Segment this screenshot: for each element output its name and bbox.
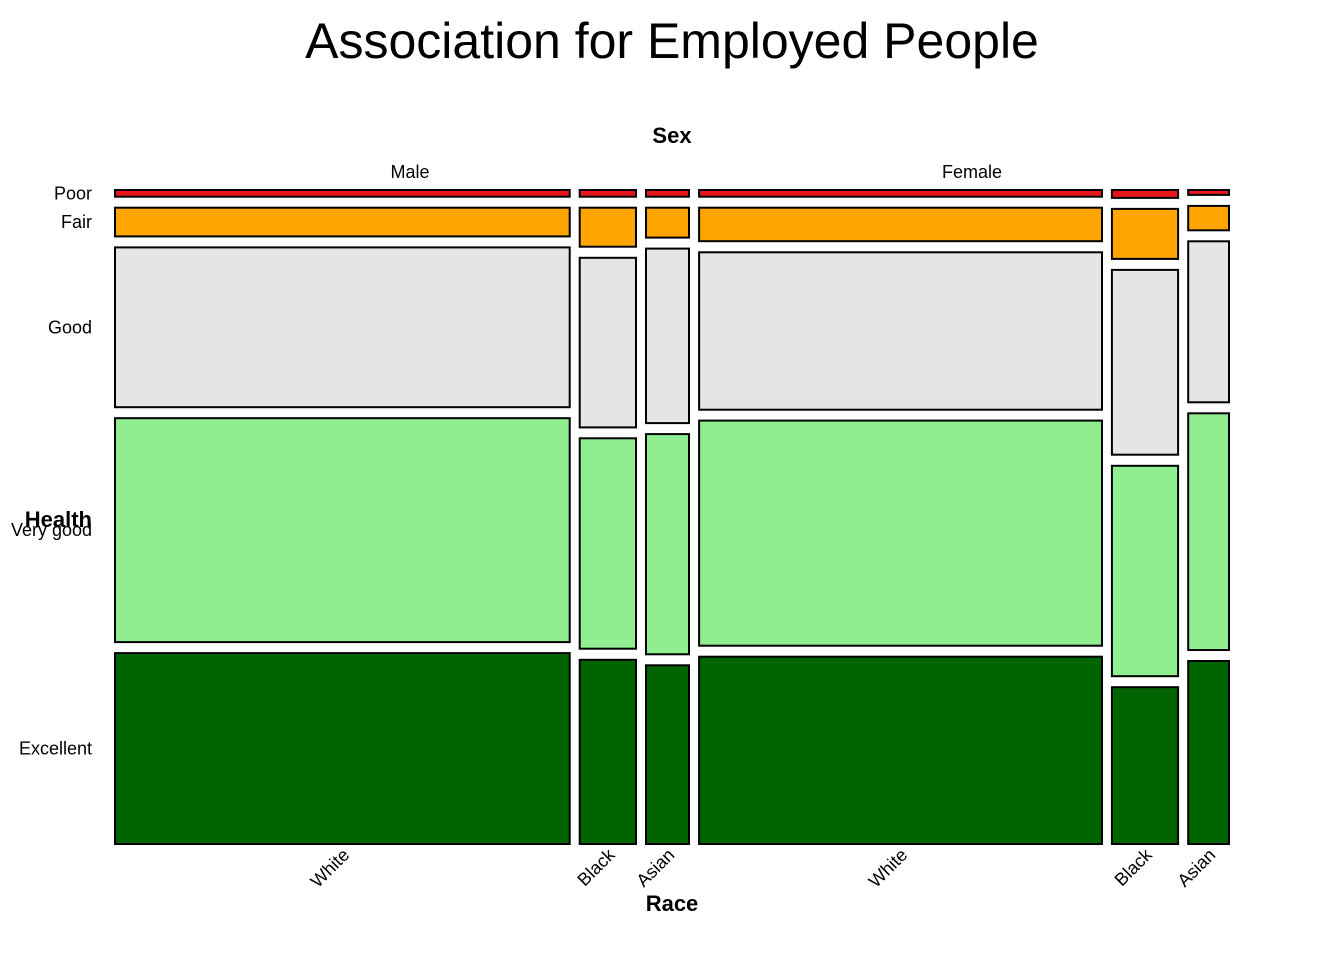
tile-male-asian-good [645, 247, 690, 425]
tile-male-black-fair [578, 206, 638, 248]
tile-male-black-excellent [578, 658, 638, 845]
tile-female-white-fair [698, 206, 1103, 243]
mosaic-tiles [114, 189, 1230, 846]
race-labels: White Black Asian White Black Asian [307, 844, 1220, 891]
health-label-good: Good [48, 317, 92, 337]
tile-male-black-very-good [578, 437, 638, 650]
race-label-female-asian: Asian [1173, 845, 1219, 891]
chart-title: Association for Employed People [305, 13, 1039, 69]
sex-label-female: Female [942, 162, 1002, 182]
tile-female-black-fair [1110, 207, 1180, 260]
tile-female-white-very-good [698, 419, 1103, 647]
health-label-very-good: Very good [11, 520, 92, 540]
race-label-male-asian: Asian [632, 845, 678, 891]
sex-label-male: Male [390, 162, 429, 182]
tile-male-asian-poor [645, 189, 690, 198]
tile-male-white-very-good [114, 417, 571, 644]
tile-male-white-poor [114, 189, 571, 198]
health-labels: Poor Fair Good Very good Excellent [11, 183, 92, 758]
sex-labels: Male Female [390, 162, 1002, 182]
tile-male-white-good [114, 246, 571, 409]
health-label-poor: Poor [54, 183, 92, 203]
race-label-male-black: Black [573, 844, 619, 890]
column-variable-label: Sex [652, 123, 692, 148]
tile-male-black-good [578, 256, 638, 429]
tile-female-asian-excellent [1187, 660, 1230, 845]
race-label-female-white: White [865, 845, 912, 892]
tile-female-white-excellent [698, 655, 1103, 846]
tile-male-white-excellent [114, 652, 571, 845]
tile-female-asian-very-good [1187, 412, 1230, 651]
tile-male-asian-excellent [645, 664, 690, 845]
tile-female-black-very-good [1110, 464, 1180, 678]
tile-female-black-good [1110, 268, 1180, 456]
tile-female-black-excellent [1110, 686, 1180, 846]
health-label-excellent: Excellent [19, 739, 92, 759]
row-variable-label: Health [25, 507, 92, 532]
sub-variable-label: Race [646, 891, 699, 916]
health-label-fair: Fair [61, 212, 92, 232]
tile-male-asian-fair [645, 206, 690, 239]
race-label-male-white: White [307, 845, 354, 892]
tile-male-white-fair [114, 206, 571, 238]
tile-female-asian-poor [1187, 189, 1230, 196]
tile-female-white-good [698, 251, 1103, 411]
tile-female-black-poor [1110, 189, 1180, 199]
tile-female-white-poor [698, 189, 1103, 198]
tile-male-black-poor [578, 189, 638, 198]
tile-female-asian-fair [1187, 204, 1230, 232]
tile-male-asian-very-good [645, 433, 690, 656]
tile-female-asian-good [1187, 240, 1230, 404]
race-label-female-black: Black [1111, 844, 1157, 890]
